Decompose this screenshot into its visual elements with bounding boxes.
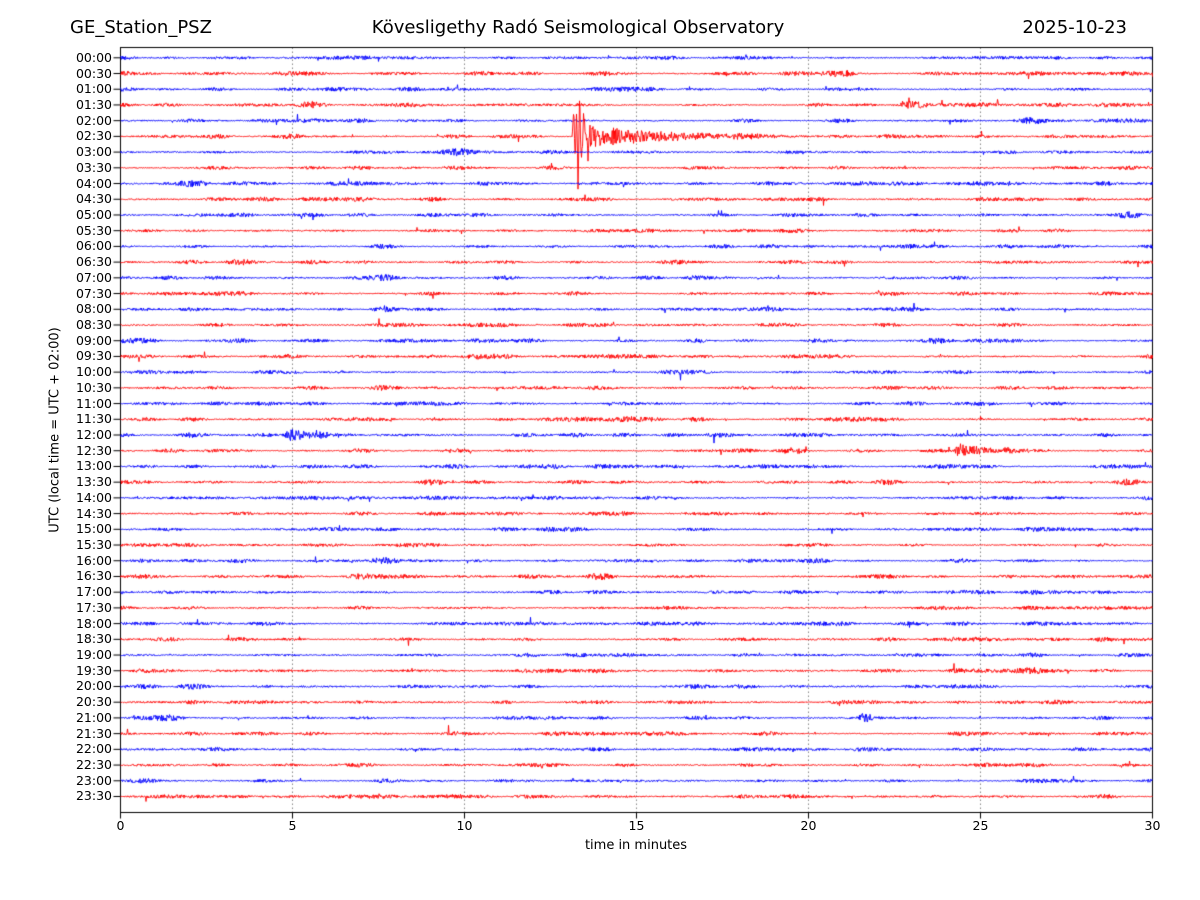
station-title: GE_Station_PSZ [70,17,212,38]
row-label: 05:00 [75,206,112,222]
row-label: 18:30 [75,631,112,647]
row-label: 22:00 [75,741,112,757]
row-label: 05:30 [75,222,112,238]
row-label: 16:30 [75,568,112,584]
row-label: 09:00 [75,332,112,348]
row-label: 07:30 [75,285,112,301]
row-label: 23:30 [75,788,112,804]
row-label: 22:30 [75,757,112,773]
row-label: 13:00 [75,458,112,474]
row-label: 17:00 [75,584,112,600]
row-label: 09:30 [75,348,112,364]
row-label: 10:00 [75,364,112,380]
row-label: 00:30 [75,65,112,81]
row-label: 02:00 [75,112,112,128]
x-tick-label: 0 [116,818,125,833]
row-label: 11:30 [75,411,112,427]
observatory-title: Kövesligethy Radó Seismological Observat… [371,17,785,38]
row-label: 20:00 [75,678,112,694]
row-label: 01:30 [75,96,112,112]
row-label: 02:30 [75,128,112,144]
row-label: 08:30 [75,316,112,332]
row-label: 04:00 [75,175,112,191]
row-label: 07:00 [75,269,112,285]
row-label: 14:30 [75,505,112,521]
row-label: 20:30 [75,694,112,710]
row-label: 17:30 [75,599,112,615]
row-label: 00:00 [75,49,112,65]
row-label: 23:00 [75,772,112,788]
row-label: 15:00 [75,521,112,537]
row-label: 03:30 [75,159,112,175]
date-title: 2025-10-23 [1022,17,1127,38]
row-label: 06:30 [75,254,112,270]
row-label: 12:30 [75,442,112,458]
row-label: 04:30 [75,191,112,207]
x-axis-label: time in minutes [584,838,688,853]
row-label: 10:30 [75,379,112,395]
row-label: 12:00 [75,427,112,442]
row-label: 06:00 [75,238,112,254]
x-tick-label: 25 [972,818,989,833]
row-label: 14:00 [75,489,112,505]
row-label: 21:30 [75,725,112,741]
row-label: 08:00 [75,301,112,317]
x-tick-label: 5 [288,818,297,833]
row-label: 01:00 [75,81,112,97]
row-label: 03:00 [75,144,112,160]
row-label: 11:00 [75,395,112,411]
row-label: 13:30 [75,474,112,490]
row-label: 15:30 [75,537,112,553]
row-label: 18:00 [75,615,112,631]
x-tick-label: 10 [456,818,473,833]
x-tick-label: 20 [800,818,817,833]
row-label: 21:00 [75,709,112,725]
x-tick-label: 30 [1144,818,1161,833]
row-label: 16:00 [75,552,112,568]
row-label: 19:30 [75,662,112,678]
row-label: 19:00 [75,647,112,663]
x-tick-label: 15 [628,818,645,833]
